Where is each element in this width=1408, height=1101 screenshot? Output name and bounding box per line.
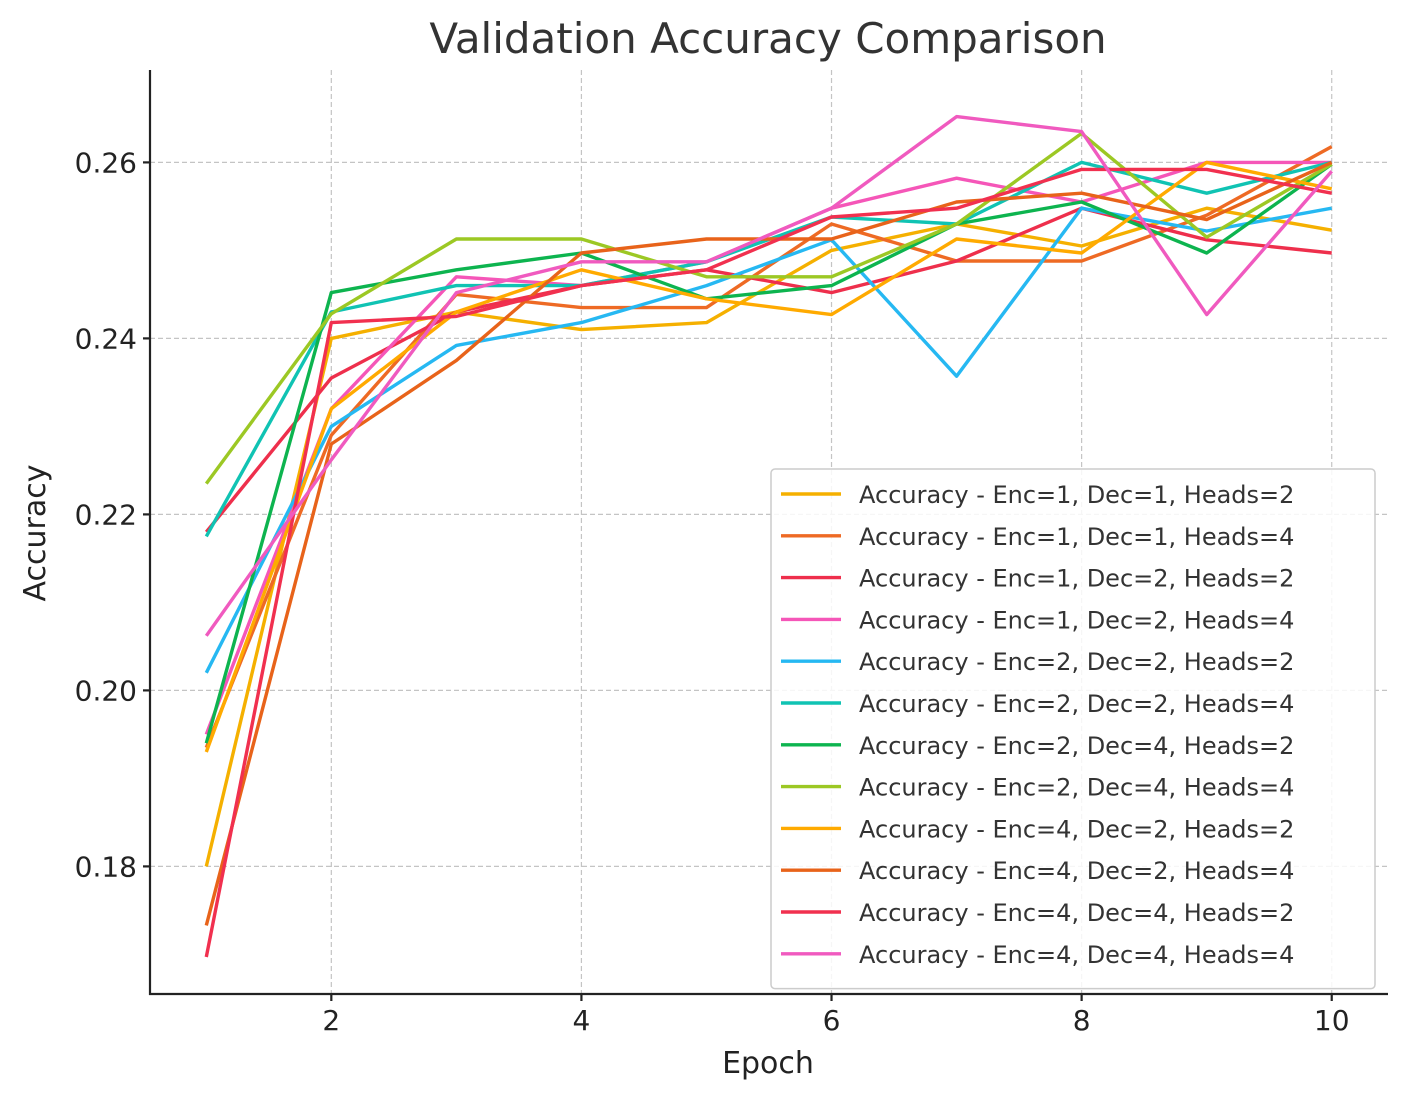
legend-label: Accuracy - Enc=2, Dec=2, Heads=2 — [859, 648, 1294, 676]
x-tick-label: 4 — [573, 1004, 591, 1037]
legend-label: Accuracy - Enc=1, Dec=2, Heads=2 — [859, 565, 1294, 593]
x-tick-label: 10 — [1314, 1004, 1350, 1037]
legend-label: Accuracy - Enc=4, Dec=4, Heads=4 — [859, 941, 1294, 969]
legend-label: Accuracy - Enc=1, Dec=1, Heads=4 — [859, 523, 1294, 551]
legend-label: Accuracy - Enc=4, Dec=4, Heads=2 — [859, 899, 1294, 927]
legend-label: Accuracy - Enc=4, Dec=2, Heads=2 — [859, 815, 1294, 843]
legend-box — [770, 468, 1376, 990]
y-tick-label: 0.18 — [75, 850, 137, 883]
x-tick-label: 2 — [322, 1004, 340, 1037]
tick-labels: 2 4 6 8 10 0.18 0.20 0.22 0.24 0.26 — [75, 146, 1350, 1037]
legend-label: Accuracy - Enc=1, Dec=2, Heads=4 — [859, 606, 1294, 634]
legend-label: Accuracy - Enc=2, Dec=4, Heads=4 — [859, 774, 1294, 802]
series-line — [204, 162, 1333, 744]
x-axis-label: Epoch — [722, 1046, 814, 1081]
y-tick-label: 0.20 — [75, 674, 137, 707]
y-tick-label: 0.26 — [75, 146, 137, 179]
legend-label: Accuracy - Enc=2, Dec=2, Heads=4 — [859, 690, 1294, 718]
series-line — [204, 206, 1333, 674]
series-lines — [204, 114, 1333, 958]
axes — [143, 70, 1388, 1001]
chart-title: Validation Accuracy Comparison — [429, 14, 1106, 63]
y-tick-label: 0.22 — [75, 498, 137, 531]
legend-label: Accuracy - Enc=1, Dec=1, Heads=2 — [859, 481, 1294, 509]
y-tick-label: 0.24 — [75, 322, 137, 355]
legend: Accuracy - Enc=1, Dec=1, Heads=2 Accuracy… — [770, 468, 1376, 990]
x-tick-label: 8 — [1073, 1004, 1091, 1037]
legend-label: Accuracy - Enc=2, Dec=4, Heads=2 — [859, 732, 1294, 760]
x-tick-label: 6 — [823, 1004, 841, 1037]
series-line — [204, 131, 1333, 485]
legend-label: Accuracy - Enc=4, Dec=2, Heads=4 — [859, 857, 1294, 885]
series-line — [204, 145, 1333, 749]
series-line — [204, 167, 1333, 958]
series-line — [204, 114, 1333, 637]
series-line — [204, 160, 1333, 926]
y-axis-label: Accuracy — [18, 465, 53, 602]
